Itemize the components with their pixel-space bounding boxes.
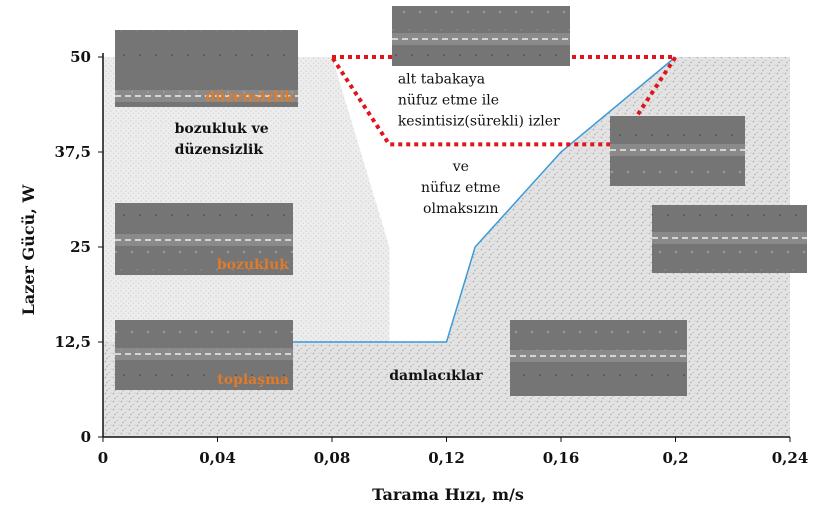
inset-label: düzensizlik: [206, 89, 295, 105]
region-label: bozukluk ve: [175, 121, 269, 137]
weld-track: [115, 234, 293, 246]
weld-track: [510, 350, 687, 362]
inset-label: bozukluk: [217, 257, 289, 273]
region-label: nüfuz etme ile: [398, 93, 499, 109]
weld-track: [652, 232, 807, 244]
region-label: ve: [452, 159, 469, 175]
insets-layer: düzensizlik bozukluk toplaşma: [115, 6, 807, 396]
micrograph-inset: [652, 205, 807, 273]
y-tick-label: 37,5: [54, 143, 91, 161]
weld-track: [392, 33, 570, 45]
micrograph-inset: düzensizlik: [115, 30, 298, 107]
micrograph-inset: [610, 116, 745, 186]
micrograph-inset: bozukluk: [115, 203, 293, 275]
region-label: alt tabakaya: [398, 72, 485, 88]
micrograph-inset: [392, 6, 570, 66]
region-label: olmaksızın: [423, 201, 499, 217]
region-label: kesintisiz(sürekli) izler: [398, 114, 560, 130]
x-tick-label: 0,12: [428, 449, 465, 467]
y-tick-label: 12,5: [54, 333, 91, 351]
region-label: düzensizlik: [175, 142, 264, 158]
micrograph-inset: [510, 320, 687, 396]
y-tick-label: 0: [81, 428, 91, 446]
x-tick-label: 0,2: [662, 449, 688, 467]
x-tick-label: 0,04: [199, 449, 236, 467]
weld-track: [115, 348, 293, 360]
micrograph-inset: toplaşma: [115, 320, 293, 390]
x-tick-label: 0: [98, 449, 108, 467]
y-axis-title: Lazer Gücü, W: [19, 184, 38, 316]
boundary-line: [246, 56, 676, 343]
axes-layer: 0 0,04 0,08 0,12 0,16 0,2 0,24 0 12,5 25 37,5 50: [54, 48, 808, 467]
boundary-layer: [246, 55, 680, 343]
x-axis-title: Tarama Hızı, m/s: [372, 485, 524, 504]
inset-label: toplaşma: [217, 372, 289, 388]
region-label: damlacıklar: [389, 368, 483, 384]
weld-track: [610, 144, 745, 156]
y-tick-label: 50: [70, 48, 91, 66]
labels-layer: bozukluk ve düzensizlik alt tabakaya nüfuz …: [175, 72, 560, 384]
region-label: nüfuz etme: [421, 180, 501, 196]
y-tick-label: 25: [70, 238, 91, 256]
x-tick-label: 0,16: [543, 449, 580, 467]
x-tick-label: 0,24: [772, 449, 809, 467]
x-tick-label: 0,08: [314, 449, 351, 467]
